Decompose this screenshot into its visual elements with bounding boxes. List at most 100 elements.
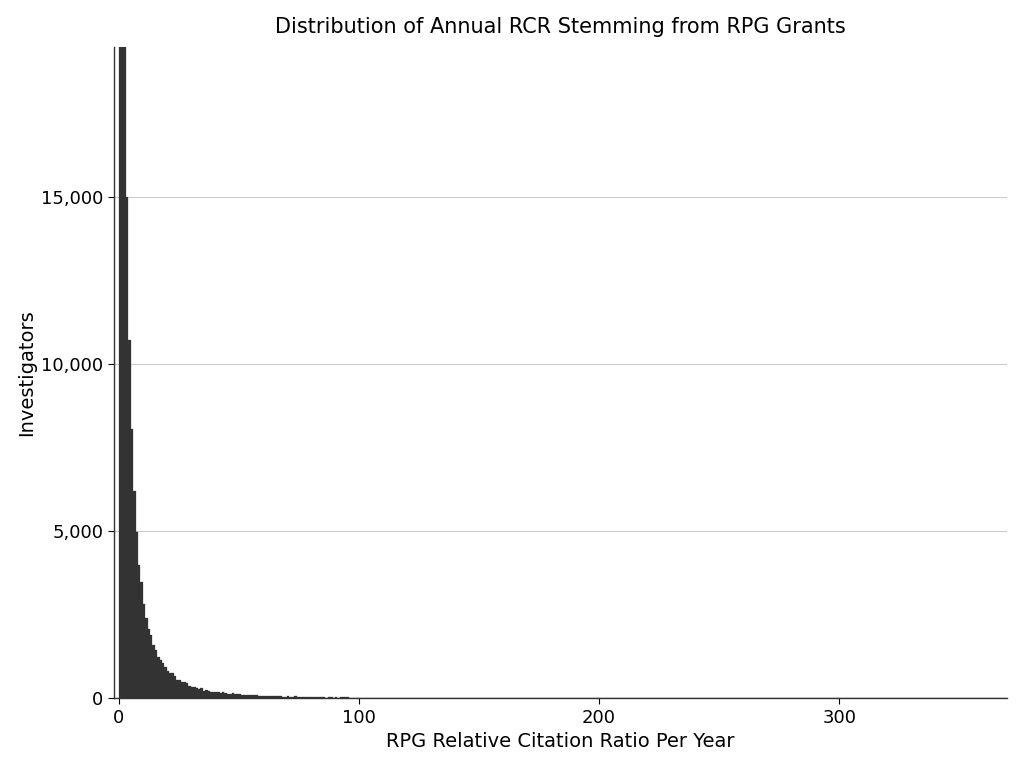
Y-axis label: Investigators: Investigators bbox=[16, 309, 36, 435]
Bar bbox=[399, 697, 402, 698]
Bar bbox=[220, 693, 222, 698]
Bar bbox=[205, 690, 208, 698]
Bar bbox=[124, 0, 126, 698]
Bar bbox=[299, 697, 301, 698]
Bar bbox=[297, 697, 299, 698]
Bar bbox=[119, 0, 121, 698]
Bar bbox=[246, 695, 249, 698]
Bar bbox=[210, 692, 212, 698]
Bar bbox=[234, 694, 237, 698]
Bar bbox=[169, 674, 172, 698]
Bar bbox=[128, 339, 131, 698]
Bar bbox=[337, 697, 340, 698]
Bar bbox=[172, 674, 174, 698]
Bar bbox=[318, 697, 321, 698]
Bar bbox=[145, 618, 147, 698]
Title: Distribution of Annual RCR Stemming from RPG Grants: Distribution of Annual RCR Stemming from… bbox=[275, 17, 846, 37]
Bar bbox=[158, 657, 160, 698]
Bar bbox=[326, 697, 328, 698]
Bar bbox=[249, 695, 251, 698]
Bar bbox=[203, 690, 205, 698]
X-axis label: RPG Relative Citation Ratio Per Year: RPG Relative Citation Ratio Per Year bbox=[386, 733, 735, 751]
Bar bbox=[212, 692, 215, 698]
Bar bbox=[244, 695, 246, 698]
Bar bbox=[239, 694, 242, 698]
Bar bbox=[328, 697, 330, 698]
Bar bbox=[231, 694, 234, 698]
Bar bbox=[142, 604, 145, 698]
Bar bbox=[294, 696, 297, 698]
Bar bbox=[287, 697, 290, 698]
Bar bbox=[155, 650, 158, 698]
Bar bbox=[147, 629, 151, 698]
Bar bbox=[292, 697, 294, 698]
Bar bbox=[263, 696, 265, 698]
Bar bbox=[272, 697, 274, 698]
Bar bbox=[165, 667, 167, 698]
Bar bbox=[133, 491, 135, 698]
Bar bbox=[121, 0, 124, 698]
Bar bbox=[267, 697, 270, 698]
Bar bbox=[313, 697, 315, 698]
Bar bbox=[162, 664, 165, 698]
Bar bbox=[217, 692, 220, 698]
Bar bbox=[306, 697, 308, 698]
Bar bbox=[304, 697, 306, 698]
Bar bbox=[315, 697, 318, 698]
Bar bbox=[270, 696, 272, 698]
Bar bbox=[347, 697, 349, 698]
Bar bbox=[176, 680, 179, 698]
Bar bbox=[330, 697, 333, 698]
Bar bbox=[167, 671, 169, 698]
Bar bbox=[340, 697, 342, 698]
Bar bbox=[151, 635, 153, 698]
Bar bbox=[323, 697, 326, 698]
Bar bbox=[359, 697, 361, 698]
Bar bbox=[224, 693, 227, 698]
Bar bbox=[344, 697, 347, 698]
Bar bbox=[258, 696, 260, 698]
Bar bbox=[126, 197, 128, 698]
Bar bbox=[186, 684, 188, 698]
Bar bbox=[237, 694, 239, 698]
Bar bbox=[285, 697, 287, 698]
Bar bbox=[138, 565, 140, 698]
Bar bbox=[198, 690, 201, 698]
Bar bbox=[208, 691, 210, 698]
Bar bbox=[335, 697, 337, 698]
Bar bbox=[215, 692, 217, 698]
Bar bbox=[229, 694, 231, 698]
Bar bbox=[352, 697, 354, 698]
Bar bbox=[265, 696, 267, 698]
Bar bbox=[153, 645, 155, 698]
Bar bbox=[308, 697, 311, 698]
Bar bbox=[278, 696, 280, 698]
Bar bbox=[280, 697, 282, 698]
Bar bbox=[174, 676, 176, 698]
Bar bbox=[183, 682, 186, 698]
Bar bbox=[140, 582, 142, 698]
Bar bbox=[256, 695, 258, 698]
Bar bbox=[242, 694, 244, 698]
Bar bbox=[190, 687, 194, 698]
Bar bbox=[227, 694, 229, 698]
Bar bbox=[354, 697, 356, 698]
Bar bbox=[179, 680, 181, 698]
Bar bbox=[188, 686, 190, 698]
Bar bbox=[160, 660, 162, 698]
Bar bbox=[194, 687, 196, 698]
Bar bbox=[311, 697, 313, 698]
Bar bbox=[251, 695, 253, 698]
Bar bbox=[196, 688, 198, 698]
Bar bbox=[301, 697, 304, 698]
Bar bbox=[253, 695, 256, 698]
Bar bbox=[135, 531, 138, 698]
Bar bbox=[321, 697, 323, 698]
Bar bbox=[290, 697, 292, 698]
Bar bbox=[342, 697, 344, 698]
Bar bbox=[181, 681, 183, 698]
Bar bbox=[222, 692, 224, 698]
Bar bbox=[282, 697, 285, 698]
Bar bbox=[131, 429, 133, 698]
Bar bbox=[371, 697, 374, 698]
